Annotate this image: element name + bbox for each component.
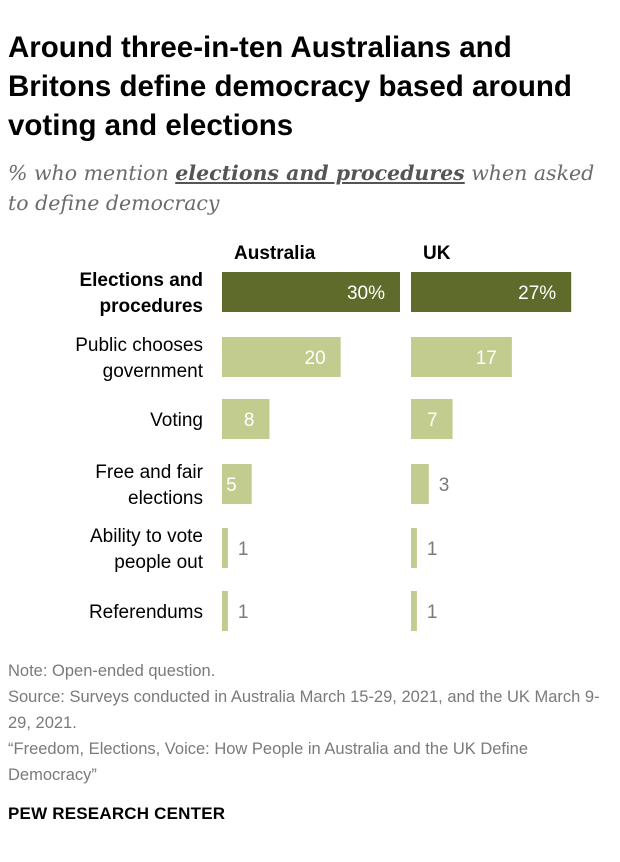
bar-australia — [222, 399, 270, 439]
bar-uk — [411, 399, 453, 439]
bar-australia — [222, 272, 400, 312]
subtitle-text-after: when asked to define democracy — [8, 161, 595, 215]
source-text: Source: Surveys conducted in Australia M… — [8, 688, 600, 732]
category-label: Free and fair elections — [95, 462, 203, 509]
data-label-uk: 3 — [439, 475, 450, 496]
bar-australia — [222, 591, 228, 631]
report-title-text: “Freedom, Elections, Voice: How People i… — [8, 740, 529, 784]
data-label-australia: 20 — [305, 348, 326, 369]
pew-research-center-logo: PEW RESEARCH CENTER — [8, 804, 226, 823]
subtitle-highlight: elections and procedures — [175, 161, 465, 185]
category-label: Voting — [150, 410, 203, 431]
category-label: Referendums — [89, 602, 203, 623]
chart-title: Around three-in-ten Australians and Brit… — [8, 31, 572, 142]
chart-subtitle: % who mention elections and procedures w… — [8, 158, 608, 218]
subtitle-text-before: % who mention — [8, 161, 176, 185]
data-label-uk: 27% — [518, 283, 556, 304]
bar-australia — [222, 528, 228, 568]
bar-uk — [411, 272, 572, 312]
data-label-australia: 30% — [347, 283, 385, 304]
data-label-uk: 1 — [427, 539, 438, 560]
bar-uk — [411, 591, 417, 631]
data-label-australia: 8 — [244, 410, 255, 431]
bar-uk — [411, 337, 512, 377]
category-label: Elections and procedures — [79, 270, 203, 317]
series-header-uk: UK — [423, 243, 451, 264]
data-label-uk: 17 — [476, 348, 497, 369]
data-label-uk: 1 — [427, 602, 438, 623]
data-label-australia: 1 — [238, 539, 249, 560]
category-label: Public chooses government — [75, 335, 204, 382]
notes-block: Note: Open-ended question. Source: Surve… — [8, 658, 616, 788]
bar-australia — [222, 337, 341, 377]
data-label-uk: 7 — [427, 410, 438, 431]
data-label-australia: 5 — [226, 475, 237, 496]
bar-australia — [222, 464, 252, 504]
data-label-australia: 1 — [238, 602, 249, 623]
bar-uk — [411, 528, 417, 568]
series-header-australia: Australia — [234, 243, 316, 264]
bar-chart: Australia UK Elections and procedures 30% 27%… — [75, 243, 572, 631]
category-label: Ability to vote people out — [90, 526, 204, 573]
note-text: Note: Open-ended question. — [8, 662, 216, 680]
bar-uk — [411, 464, 429, 504]
